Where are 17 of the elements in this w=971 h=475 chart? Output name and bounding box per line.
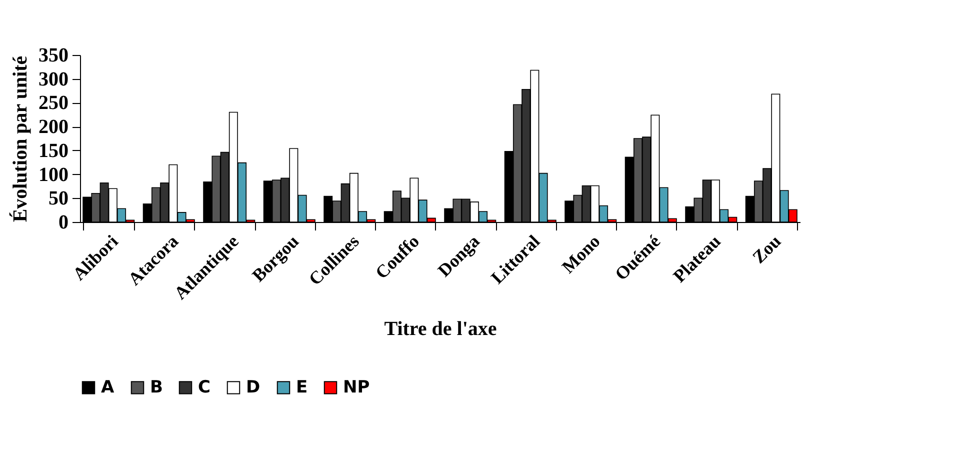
legend-label: NP bbox=[343, 378, 370, 398]
y-tick-label: 250 bbox=[38, 92, 68, 114]
y-tick-label: 100 bbox=[38, 164, 68, 186]
y-tick-label: 300 bbox=[38, 68, 68, 90]
legend-label: D bbox=[246, 378, 260, 398]
y-tick-label: 350 bbox=[38, 44, 68, 66]
x-axis-title: Titre de l'axe bbox=[384, 318, 497, 340]
legend-label: A bbox=[101, 378, 115, 398]
y-tick-label: 150 bbox=[38, 140, 68, 162]
x-tick-label: Zou bbox=[748, 231, 785, 268]
legend-label: C bbox=[198, 378, 210, 398]
y-tick-label: 50 bbox=[48, 188, 68, 210]
legend-label: B bbox=[150, 378, 163, 398]
y-tick-label: 0 bbox=[58, 212, 68, 234]
legend-label: E bbox=[296, 378, 308, 398]
y-axis-title: Évolution par unité bbox=[8, 56, 32, 222]
y-tick-label: 200 bbox=[38, 116, 68, 138]
